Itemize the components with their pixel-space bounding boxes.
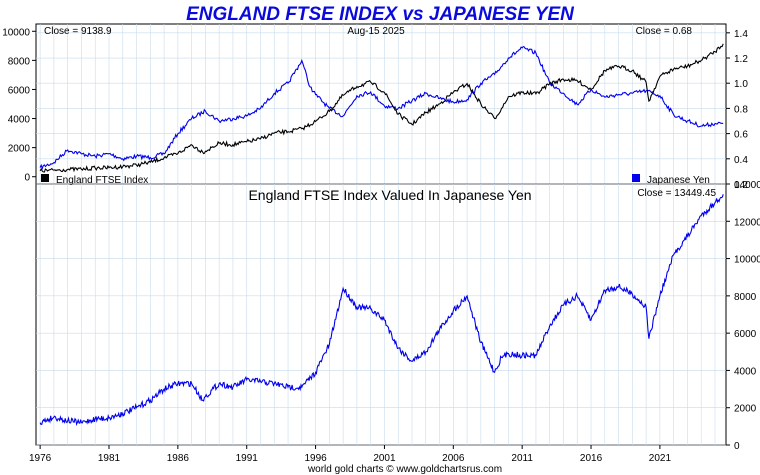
right-tick-label: 14000	[734, 180, 760, 191]
bottom-panel-axes: 0 2000 4000 6000 8000 10000 12000 14000	[726, 180, 760, 452]
x-tick-label: 2021	[649, 453, 672, 464]
bottom-panel-title: England FTSE Index Valued In Japanese Ye…	[248, 187, 531, 203]
right-tick-label: 0.4	[734, 155, 748, 166]
right-tick-label: 1.2	[734, 54, 748, 65]
left-tick-label: 4000	[8, 115, 31, 126]
x-tick-label: 1976	[29, 453, 52, 464]
legend-ftse-swatch	[41, 174, 49, 182]
x-tick-label: 1996	[304, 453, 327, 464]
left-tick-label: 10000	[2, 27, 30, 38]
left-tick-label: 0	[24, 173, 30, 184]
series-japanese-yen	[39, 45, 724, 171]
right-tick-label: 8000	[734, 292, 757, 303]
legend-ftse-label: England FTSE Index	[56, 175, 148, 186]
top-panel-axes: 0.2 0.4 0.6 0.8 1.0 1.2 1.4 0 2000 4000 6000 8000 10…	[2, 27, 748, 191]
right-tick-label: 2000	[734, 404, 757, 415]
date-label: Aug-15 2025	[347, 26, 405, 37]
legend-yen-label: Japanese Yen	[647, 175, 710, 186]
x-tick-label: 2001	[373, 453, 396, 464]
top-panel-grid	[36, 24, 726, 185]
right-tick-label: 0	[734, 441, 740, 452]
top-panel-series	[39, 43, 724, 173]
x-tick-label: 2011	[511, 453, 533, 464]
bottom-panel-grid	[36, 183, 726, 446]
x-tick-label: 1986	[167, 453, 190, 464]
x-tick-label: 2006	[442, 453, 465, 464]
right-tick-label: 4000	[734, 366, 757, 377]
left-tick-label: 6000	[8, 85, 31, 96]
right-tick-label: 0.2	[734, 180, 748, 191]
left-tick-label: 8000	[8, 56, 31, 67]
x-tick-label: 1991	[236, 453, 259, 464]
ratio-close-label: Close = 13449.45	[637, 188, 716, 199]
footer-credit: world gold charts © www.goldchartsrus.co…	[307, 464, 502, 475]
x-axis: 1976 1981 1986 1991 1996 2001 2006 2011 2016 2021	[29, 445, 671, 464]
right-tick-label: 0.6	[734, 130, 748, 141]
x-tick-label: 1981	[98, 453, 121, 464]
yen-close-label: Close = 0.68	[636, 26, 693, 37]
right-tick-label: 0.8	[734, 104, 748, 115]
right-tick-label: 6000	[734, 329, 757, 340]
series-ftse-in-yen	[39, 194, 724, 427]
chart-title: ENGLAND FTSE INDEX vs JAPANESE YEN	[186, 4, 575, 25]
bottom-panel-series	[39, 194, 724, 427]
right-tick-label: 1.4	[734, 29, 748, 40]
x-tick-label: 2016	[580, 453, 603, 464]
top-panel-frame	[35, 23, 727, 185]
series-england-ftse-index	[39, 43, 724, 173]
ftse-close-label: Close = 9138.9	[44, 26, 112, 37]
left-tick-label: 2000	[8, 144, 31, 155]
right-tick-label: 10000	[734, 255, 760, 266]
legend-yen-swatch	[632, 174, 640, 182]
right-tick-label: 12000	[734, 217, 760, 228]
right-tick-label: 1.0	[734, 79, 748, 90]
